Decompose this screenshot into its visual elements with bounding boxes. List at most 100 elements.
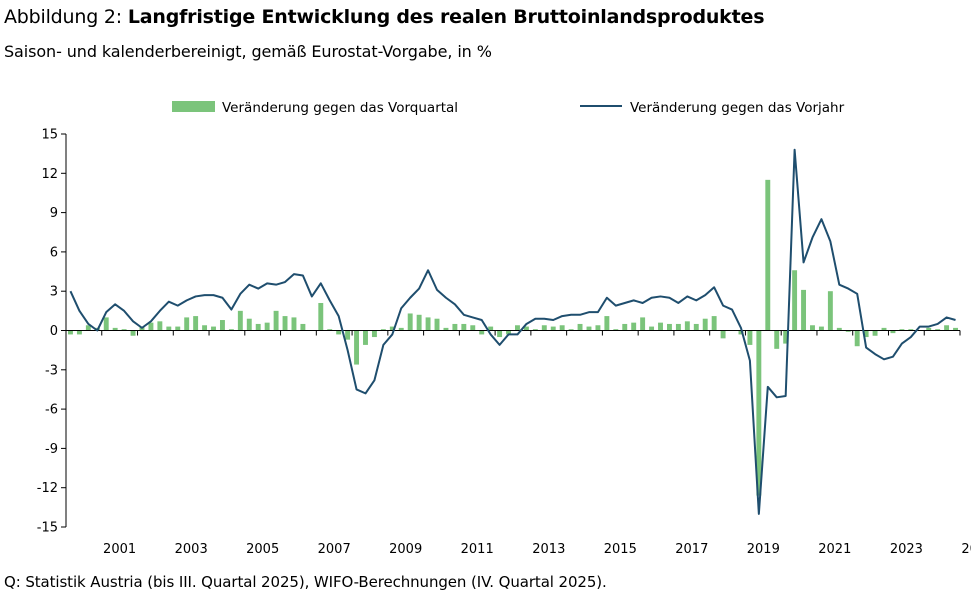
- bar: [300, 323, 306, 331]
- bar: [443, 327, 449, 331]
- bar: [658, 322, 663, 331]
- bar: [452, 323, 458, 331]
- bar: [336, 330, 342, 335]
- legend: Veränderung gegen das Vorquartal Verände…: [172, 100, 845, 116]
- bar: [130, 330, 136, 336]
- bar: [640, 317, 646, 331]
- bar: [801, 289, 807, 331]
- legend-label-bars: Veränderung gegen das Vorquartal: [222, 100, 458, 116]
- bar: [792, 270, 798, 331]
- y-tick-label: -15: [37, 521, 58, 536]
- bar: [890, 330, 896, 334]
- bar: [810, 325, 815, 331]
- bar: [550, 326, 556, 331]
- bar: [497, 330, 503, 338]
- title-prefix: Abbildung 2:: [4, 6, 128, 28]
- y-tick-label: 15: [41, 128, 58, 143]
- bar: [246, 318, 252, 331]
- x-tick-label: 2017: [675, 542, 708, 557]
- bar: [720, 330, 726, 339]
- x-tick-label: 2011: [461, 542, 494, 557]
- bar: [407, 313, 413, 331]
- bar: [756, 330, 762, 496]
- bar: [85, 325, 91, 331]
- bar: [282, 316, 288, 331]
- y-tick-label: 9: [50, 206, 58, 221]
- bar: [541, 325, 547, 331]
- bar: [926, 327, 932, 331]
- bar: [506, 330, 511, 335]
- bar: [908, 329, 914, 331]
- x-tick-label: 2003: [175, 542, 208, 557]
- bar: [291, 317, 297, 331]
- bar: [363, 330, 368, 345]
- bar: [863, 330, 869, 338]
- y-tick-label: -6: [45, 403, 58, 418]
- bar: [345, 330, 351, 340]
- bar: [461, 323, 467, 331]
- line-series: [69, 148, 956, 515]
- bar: [318, 302, 324, 331]
- x-tick-label: 2013: [532, 542, 565, 557]
- bar: [613, 329, 619, 331]
- x-tick-label: 2023: [890, 542, 923, 557]
- bar: [684, 321, 690, 331]
- bar: [765, 179, 771, 331]
- bar: [953, 327, 958, 331]
- bar: [693, 323, 699, 331]
- y-tick-label: 0: [50, 324, 58, 339]
- bar: [228, 329, 234, 331]
- bar: [434, 318, 440, 331]
- x-tick-label: 2015: [604, 542, 637, 557]
- x-tick-label: 2009: [389, 542, 422, 557]
- bar: [622, 323, 628, 331]
- bar: [523, 326, 529, 331]
- bar: [237, 310, 243, 331]
- bar: [935, 329, 941, 331]
- bar: [255, 323, 261, 331]
- chart-subtitle: Saison- und kalenderbereinigt, gemäß Eur…: [4, 42, 492, 61]
- line-path: [69, 148, 956, 515]
- bar: [202, 325, 208, 331]
- bar: [273, 310, 279, 331]
- bar: [389, 326, 395, 331]
- y-tick-label: -9: [45, 442, 58, 457]
- bar: [184, 317, 190, 331]
- bar: [702, 318, 708, 331]
- legend-swatch-bars: [172, 101, 215, 112]
- bar: [175, 326, 181, 331]
- bar: [854, 330, 860, 347]
- bar: [219, 320, 225, 331]
- bar: [479, 330, 485, 335]
- bar: [112, 327, 118, 331]
- x-tick-label: 2025: [961, 542, 971, 557]
- bar: [827, 291, 833, 331]
- x-tick-label: 2005: [246, 542, 279, 557]
- bar: [595, 325, 601, 331]
- bar: [711, 316, 717, 331]
- bar: [666, 323, 672, 331]
- y-tick-label: 12: [41, 167, 58, 182]
- legend-label-line: Veränderung gegen das Vorjahr: [630, 100, 845, 116]
- x-tick-label: 2007: [318, 542, 351, 557]
- bar: [559, 325, 565, 331]
- bar: [577, 323, 583, 331]
- bar: [354, 330, 360, 365]
- bar: [470, 325, 476, 331]
- bar: [818, 326, 824, 331]
- x-tick-label: 2001: [103, 542, 136, 557]
- bar: [899, 329, 905, 331]
- bar: [675, 323, 681, 331]
- bar: [121, 329, 127, 331]
- y-axis: -15 -12 -9 -6 -3 0 3 6 9 12 15: [37, 128, 67, 536]
- y-tick-label: 3: [50, 285, 58, 300]
- title-main: Langfristige Entwicklung des realen Brut…: [127, 6, 765, 28]
- bar: [103, 317, 109, 331]
- bar: [148, 322, 154, 331]
- bar: [425, 317, 431, 331]
- chart-title: Abbildung 2: Langfristige Entwicklung de…: [4, 6, 765, 28]
- bar: [211, 326, 216, 331]
- bar: [371, 330, 377, 338]
- bar: [881, 327, 887, 331]
- bar: [488, 326, 494, 331]
